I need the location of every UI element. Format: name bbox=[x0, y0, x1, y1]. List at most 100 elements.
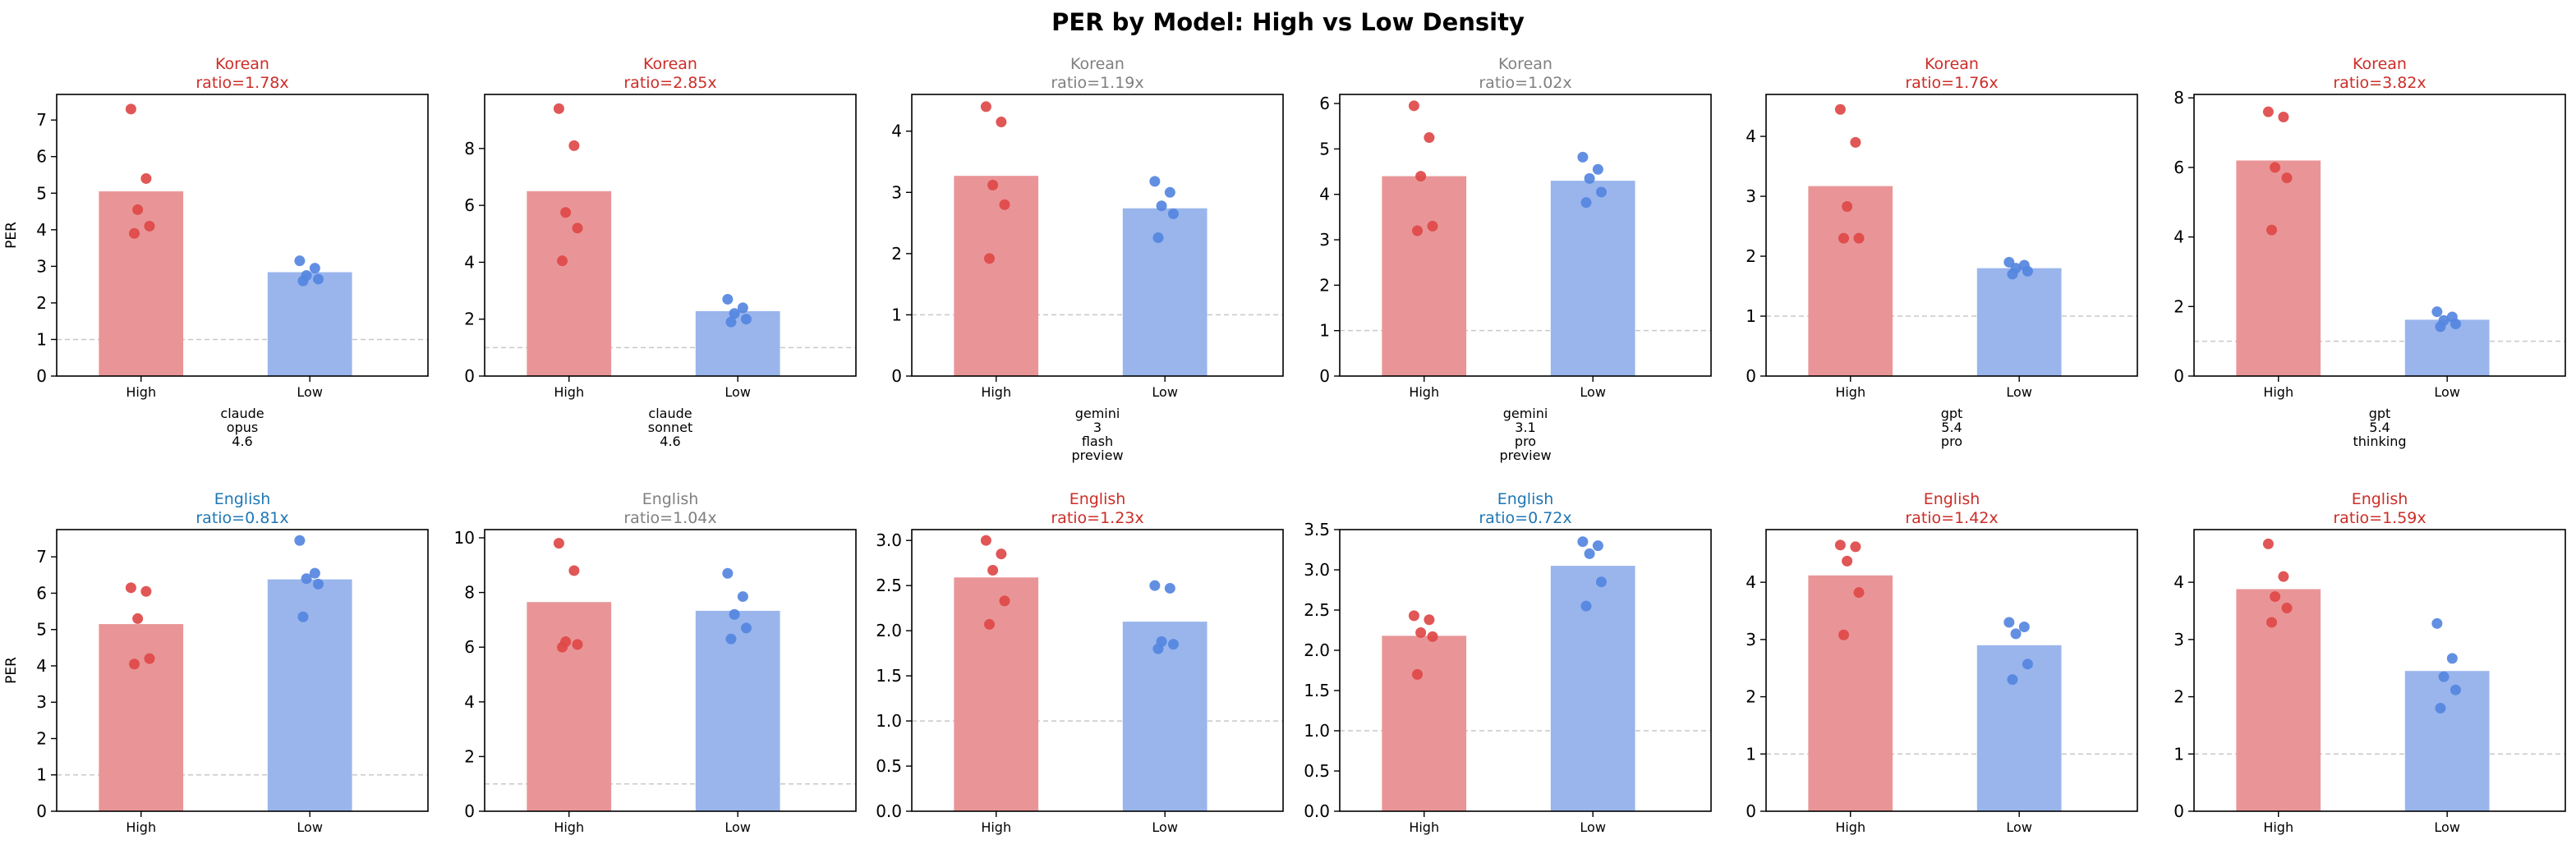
point-high bbox=[1842, 200, 1853, 212]
y-tick-label: 0 bbox=[36, 801, 47, 821]
point-low bbox=[1152, 643, 1164, 654]
subplot-title-ratio: ratio=3.82x bbox=[2333, 74, 2426, 92]
point-high bbox=[560, 207, 572, 218]
model-label-line: 4.6 bbox=[660, 434, 680, 449]
y-tick-label: 4 bbox=[36, 220, 47, 240]
axes-frame bbox=[1339, 94, 1712, 377]
point-high bbox=[557, 641, 568, 653]
y-tick-label: 6 bbox=[36, 583, 47, 603]
x-tick-label: Low bbox=[724, 819, 751, 835]
y-axis-label: PER bbox=[3, 222, 20, 249]
point-high bbox=[1424, 614, 1435, 626]
point-high bbox=[987, 179, 999, 190]
x-tick-label: High bbox=[1409, 384, 1439, 400]
point-high bbox=[2270, 162, 2281, 173]
point-high bbox=[1838, 232, 1850, 244]
model-label-line: 3 bbox=[1093, 420, 1102, 435]
y-tick-label: 3.5 bbox=[1304, 520, 1330, 539]
y-tick-label: 6 bbox=[464, 637, 475, 657]
point-low bbox=[2446, 653, 2458, 664]
point-high bbox=[1842, 555, 1853, 567]
y-tick-label: 3 bbox=[1746, 630, 1756, 649]
subplot-title-ratio: ratio=1.23x bbox=[1051, 509, 1143, 527]
y-tick-label: 1 bbox=[1319, 321, 1330, 341]
y-tick-label: 3 bbox=[2174, 630, 2184, 649]
point-low bbox=[2450, 684, 2461, 695]
bar-low bbox=[2404, 671, 2490, 811]
point-low bbox=[2007, 674, 2018, 686]
bar-high bbox=[1808, 575, 1893, 811]
y-tick-label: 0.5 bbox=[1304, 761, 1330, 781]
x-tick-label: Low bbox=[2434, 384, 2460, 400]
point-high bbox=[980, 101, 991, 112]
point-low bbox=[1164, 186, 1175, 198]
point-low bbox=[1584, 548, 1595, 559]
point-high bbox=[1834, 539, 1846, 551]
subplot-4 bbox=[1760, 94, 2138, 382]
point-low bbox=[297, 275, 309, 287]
point-low bbox=[297, 611, 309, 622]
point-high bbox=[2266, 224, 2278, 236]
bar-high bbox=[1382, 636, 1467, 811]
point-low bbox=[725, 633, 737, 645]
axes-frame bbox=[1339, 529, 1712, 812]
subplot-title-language: English bbox=[214, 490, 271, 508]
y-tick-label: 2 bbox=[2174, 296, 2184, 316]
point-low bbox=[1584, 172, 1595, 184]
subplot-title-language: English bbox=[1497, 490, 1554, 508]
point-low bbox=[1149, 176, 1161, 187]
y-tick-label: 1 bbox=[1746, 306, 1756, 326]
y-tick-label: 4 bbox=[1746, 126, 1756, 146]
y-tick-label: 8 bbox=[2174, 88, 2184, 108]
bar-low bbox=[1122, 208, 1208, 376]
point-high bbox=[1412, 668, 1424, 680]
subplot-0 bbox=[51, 94, 429, 382]
point-low bbox=[2010, 628, 2022, 640]
point-high bbox=[557, 255, 568, 267]
point-low bbox=[737, 591, 748, 603]
bar-low bbox=[695, 610, 780, 811]
point-low bbox=[1152, 232, 1164, 243]
y-tick-label: 8 bbox=[464, 583, 475, 603]
y-tick-label: 0 bbox=[1746, 801, 1756, 821]
y-tick-label: 4 bbox=[2174, 572, 2184, 592]
point-low bbox=[309, 263, 320, 274]
point-low bbox=[2435, 703, 2446, 714]
y-tick-label: 4 bbox=[1319, 185, 1330, 204]
point-high bbox=[1853, 587, 1865, 599]
point-low bbox=[729, 608, 740, 620]
y-tick-label: 7 bbox=[36, 547, 47, 567]
y-axis-label: PER bbox=[3, 657, 20, 684]
axes-frame bbox=[1765, 529, 2138, 812]
bar-low bbox=[1976, 645, 2062, 811]
y-tick-label: 2 bbox=[1746, 687, 1756, 707]
model-label-line: 5.4 bbox=[2369, 420, 2390, 435]
point-low bbox=[1167, 208, 1179, 219]
y-tick-label: 2 bbox=[464, 310, 475, 329]
x-tick-label: High bbox=[1409, 819, 1439, 835]
y-tick-label: 0.0 bbox=[1304, 801, 1330, 821]
y-tick-label: 0 bbox=[36, 366, 47, 386]
y-tick-label: 3.0 bbox=[1304, 560, 1330, 580]
bar-high bbox=[99, 191, 184, 376]
point-low bbox=[1164, 582, 1175, 594]
axes-frame bbox=[484, 529, 857, 812]
x-tick-label: High bbox=[126, 819, 156, 835]
bar-low bbox=[1550, 181, 1635, 376]
y-tick-label: 0 bbox=[891, 366, 902, 386]
subplot-title-ratio: ratio=1.19x bbox=[1051, 74, 1143, 92]
point-high bbox=[2281, 172, 2293, 184]
y-tick-label: 1 bbox=[36, 329, 47, 349]
point-high bbox=[2270, 591, 2281, 603]
point-high bbox=[2278, 112, 2289, 123]
subplot-7 bbox=[479, 529, 857, 817]
y-tick-label: 1.0 bbox=[1304, 721, 1330, 741]
model-label-line: gemini bbox=[1503, 406, 1548, 421]
model-label-line: gpt bbox=[1941, 406, 1963, 421]
point-low bbox=[294, 535, 306, 546]
y-tick-label: 2.0 bbox=[876, 621, 902, 640]
y-tick-label: 2.5 bbox=[876, 576, 902, 595]
y-tick-label: 1.0 bbox=[876, 711, 902, 731]
x-tick-label: Low bbox=[297, 384, 323, 400]
model-label-line: claude bbox=[220, 406, 264, 421]
